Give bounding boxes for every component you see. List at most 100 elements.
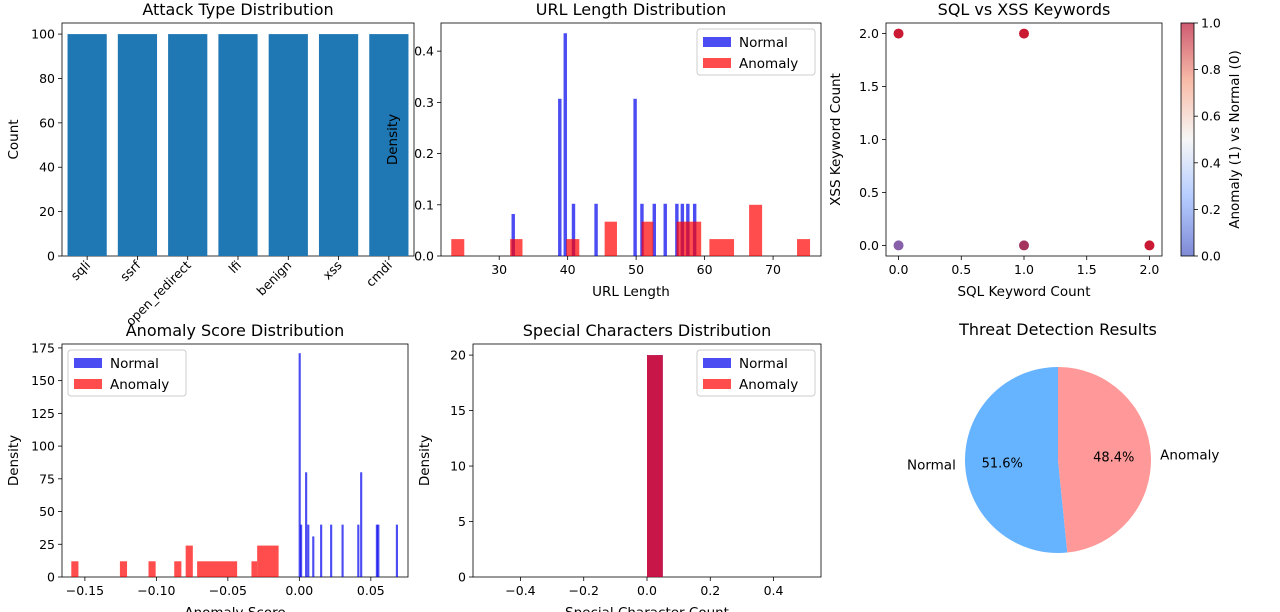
score-title: Anomaly Score Distribution bbox=[126, 321, 345, 340]
special-ylabel: Density bbox=[417, 435, 433, 486]
urllen-title: URL Length Distribution bbox=[536, 0, 726, 19]
legend-label-anomaly: Anomaly bbox=[739, 56, 798, 72]
urllen-bar-anomaly bbox=[676, 221, 702, 256]
x-tick-label: −0.4 bbox=[505, 583, 535, 598]
pie-label-anomaly: Anomaly bbox=[1160, 447, 1219, 463]
score-bar-normal bbox=[298, 353, 301, 577]
x-tick-label: xss bbox=[320, 258, 345, 283]
pie-pct-anomaly: 48.4% bbox=[1093, 451, 1134, 466]
bar-lfi bbox=[218, 34, 258, 256]
legend-swatch-anomaly bbox=[703, 379, 731, 389]
urllen-ylabel: Density bbox=[385, 114, 401, 165]
colorbar-label: Anomaly (1) vs Normal (0) bbox=[1227, 50, 1243, 229]
score-bar-anomaly bbox=[257, 545, 279, 577]
x-tick-label: 70 bbox=[765, 262, 781, 277]
legend-label-normal: Normal bbox=[739, 356, 788, 372]
score-legend: Normal Anomaly bbox=[67, 349, 187, 397]
x-tick-label: cmdi bbox=[363, 258, 395, 290]
sqlxss-title: SQL vs XSS Keywords bbox=[938, 0, 1111, 19]
y-tick-label: 0.0 bbox=[859, 238, 879, 253]
y-tick-label: 0.0 bbox=[414, 249, 434, 264]
colorbar-tick-label: 1.0 bbox=[1201, 16, 1221, 31]
x-tick-label: 0.2 bbox=[700, 583, 720, 598]
scatter-point bbox=[893, 28, 904, 39]
legend-label-normal: Normal bbox=[739, 35, 788, 51]
scatter-point bbox=[1019, 240, 1029, 251]
x-tick-label: 0.0 bbox=[889, 262, 909, 277]
urllen-bar-normal bbox=[663, 203, 667, 256]
y-tick-label: 20 bbox=[450, 348, 466, 363]
urllen-bar-normal bbox=[558, 98, 562, 257]
y-tick-label: 100 bbox=[31, 27, 55, 42]
colorbar-tick-label: 0.6 bbox=[1201, 109, 1221, 124]
score-bar-normal bbox=[307, 524, 310, 577]
y-tick-label: 100 bbox=[31, 439, 55, 454]
x-tick-label: 2.0 bbox=[1140, 262, 1160, 277]
urllen-xlabel: URL Length bbox=[592, 284, 670, 300]
y-tick-label: 0.1 bbox=[414, 197, 434, 212]
y-tick-label: 5 bbox=[458, 514, 466, 529]
sqlxss-frame bbox=[885, 22, 1163, 257]
score-bar-normal bbox=[395, 524, 398, 577]
score-bar-anomaly bbox=[197, 561, 210, 577]
x-tick-label: −0.05 bbox=[209, 583, 247, 598]
special-title: Special Characters Distribution bbox=[523, 321, 772, 340]
urllen-axes: 30 40 50 60 70 0.0 0.1 0.2 0.3 0.4 URL Length Dist… bbox=[385, 0, 822, 300]
y-tick-label: 0 bbox=[47, 249, 55, 264]
urllen-bar-normal bbox=[594, 203, 598, 256]
y-tick-label: 150 bbox=[31, 373, 55, 388]
colorbar-tick-label: 0.0 bbox=[1201, 249, 1221, 264]
urllen-bar-normal bbox=[652, 203, 656, 256]
bar-xss bbox=[318, 34, 359, 256]
y-tick-label: 2.0 bbox=[859, 26, 879, 41]
sqlxss-axes: 0.0 0.5 1.0 1.5 2.0 0.0 0.5 1.0 1.5 2.0 SQL vs XSS… bbox=[828, 0, 1243, 300]
urllen-bar-anomaly bbox=[510, 239, 523, 256]
colorbar: 0.0 0.2 0.4 0.6 0.8 1.0 Anomaly (1) vs Normal … bbox=[1180, 16, 1243, 264]
x-tick-label: 30 bbox=[491, 262, 507, 277]
x-tick-label: −0.15 bbox=[66, 583, 104, 598]
scatter-point bbox=[1019, 28, 1029, 39]
score-bar-anomaly bbox=[251, 561, 258, 577]
pie-pct-normal: 51.6% bbox=[982, 456, 1023, 471]
y-tick-label: 0 bbox=[458, 570, 466, 585]
pie-label-normal: Normal bbox=[907, 458, 956, 474]
score-bar-anomaly bbox=[209, 561, 238, 577]
x-tick-label: lfi bbox=[225, 258, 244, 277]
y-tick-label: 50 bbox=[39, 504, 55, 519]
legend-swatch-anomaly bbox=[74, 379, 102, 389]
attack-title: Attack Type Distribution bbox=[142, 0, 333, 19]
y-tick-label: 0.4 bbox=[414, 44, 434, 59]
legend-swatch-anomaly bbox=[703, 58, 731, 68]
x-tick-label: 1.0 bbox=[1014, 262, 1034, 277]
x-tick-label: 60 bbox=[697, 262, 713, 277]
x-tick-label: 0.00 bbox=[285, 583, 313, 598]
pie-slice-normal bbox=[965, 367, 1068, 553]
score-bar-anomaly bbox=[174, 561, 182, 577]
urllen-bar-anomaly bbox=[451, 239, 465, 256]
score-bar-normal bbox=[341, 524, 344, 577]
y-tick-label: 10 bbox=[450, 459, 466, 474]
urllen-bar-normal bbox=[633, 98, 637, 257]
pie-slice-anomaly bbox=[1058, 367, 1152, 553]
score-bar-normal bbox=[360, 472, 363, 577]
legend-label-anomaly: Anomaly bbox=[110, 377, 169, 393]
pie-title: Threat Detection Results bbox=[958, 320, 1157, 339]
urllen-bar-normal bbox=[571, 203, 576, 256]
colorbar-bar bbox=[1180, 22, 1195, 257]
y-tick-label: 75 bbox=[39, 471, 55, 486]
x-tick-label: 40 bbox=[560, 262, 576, 277]
y-tick-label: 0 bbox=[47, 570, 55, 585]
legend-label-normal: Normal bbox=[110, 356, 159, 372]
score-bar-anomaly bbox=[71, 561, 79, 577]
y-tick-label: 25 bbox=[39, 537, 55, 552]
colorbar-tick-label: 0.4 bbox=[1201, 155, 1221, 170]
score-bar-normal bbox=[375, 524, 378, 577]
y-tick-label: 1.0 bbox=[859, 132, 879, 147]
legend-swatch-normal bbox=[703, 358, 731, 368]
y-tick-label: 0.2 bbox=[414, 146, 434, 161]
x-tick-label: 50 bbox=[628, 262, 644, 277]
score-axes: −0.15 −0.10 −0.05 0.00 0.05 0 25 50 75 100 125 150 1… bbox=[6, 321, 409, 612]
attack-ylabel: Count bbox=[6, 119, 22, 159]
y-tick-label: 80 bbox=[39, 71, 55, 86]
y-tick-label: 175 bbox=[31, 340, 55, 355]
